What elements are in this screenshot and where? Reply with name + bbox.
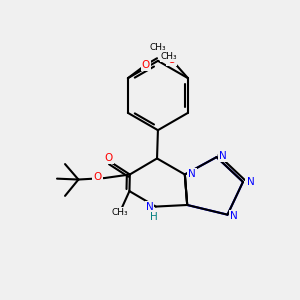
Text: O: O — [167, 55, 176, 65]
Text: N: N — [219, 151, 227, 160]
Text: H: H — [149, 212, 157, 222]
Text: N: N — [247, 177, 254, 187]
Text: N: N — [188, 169, 196, 179]
Text: N: N — [230, 211, 238, 221]
Text: O: O — [93, 172, 102, 182]
Text: CH₃: CH₃ — [160, 52, 177, 61]
Text: O: O — [105, 153, 113, 163]
Text: CH₃: CH₃ — [112, 208, 128, 217]
Text: CH₃: CH₃ — [150, 43, 166, 52]
Text: N: N — [146, 202, 153, 212]
Text: O: O — [142, 60, 150, 70]
